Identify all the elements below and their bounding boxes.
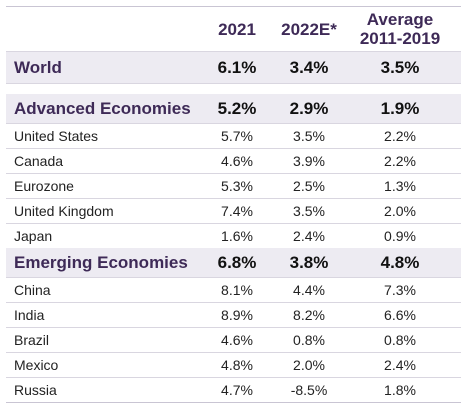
row-label: Emerging Economies bbox=[14, 252, 188, 272]
value-average: 2.4% bbox=[384, 357, 416, 373]
value-2021: 4.6% bbox=[221, 153, 253, 169]
row-label: India bbox=[14, 307, 45, 323]
value-2022e: 0.8% bbox=[293, 332, 325, 348]
value-2021: 4.8% bbox=[221, 357, 253, 373]
table-row: India 8.9% 8.2% 6.6% bbox=[6, 302, 461, 327]
value-2021: 5.2% bbox=[217, 98, 257, 118]
value-2022e: 4.4% bbox=[293, 282, 325, 298]
value-2021: 5.7% bbox=[221, 128, 253, 144]
value-average: 1.8% bbox=[384, 382, 416, 398]
value-2022e: 2.5% bbox=[293, 178, 325, 194]
header-average-line1: Average bbox=[366, 10, 434, 29]
row-label: World bbox=[14, 57, 62, 77]
value-average: 7.3% bbox=[384, 282, 416, 298]
table-row: Canada 4.6% 3.9% 2.2% bbox=[6, 148, 461, 173]
value-average: 2.2% bbox=[384, 153, 416, 169]
header-2021: 2021 bbox=[218, 20, 256, 39]
value-average: 3.5% bbox=[380, 57, 420, 77]
value-2021: 1.6% bbox=[221, 228, 253, 244]
value-2022e: 3.5% bbox=[293, 128, 325, 144]
advanced-economies-row: Advanced Economies 5.2% 2.9% 1.9% bbox=[6, 94, 461, 123]
value-average: 0.8% bbox=[384, 332, 416, 348]
table-row: Russia 4.7% -8.5% 1.8% bbox=[6, 377, 461, 403]
table-row: Japan 1.6% 2.4% 0.9% bbox=[6, 223, 461, 248]
table-row: United Kingdom 7.4% 3.5% 2.0% bbox=[6, 198, 461, 223]
value-2022e: 3.4% bbox=[289, 57, 329, 77]
row-label: Eurozone bbox=[14, 178, 74, 194]
table-row: Brazil 4.6% 0.8% 0.8% bbox=[6, 327, 461, 352]
row-label: Russia bbox=[14, 382, 57, 398]
value-2021: 8.1% bbox=[221, 282, 253, 298]
value-2021: 6.8% bbox=[217, 252, 257, 272]
header-2022e: 2022E* bbox=[281, 20, 337, 39]
row-label: China bbox=[14, 282, 51, 298]
value-2022e: 3.9% bbox=[293, 153, 325, 169]
table-row: China 8.1% 4.4% 7.3% bbox=[6, 277, 461, 302]
row-label: United States bbox=[14, 128, 99, 144]
value-2022e: 2.9% bbox=[289, 98, 329, 118]
value-average: 0.9% bbox=[384, 228, 416, 244]
value-2021: 4.6% bbox=[221, 332, 253, 348]
row-label: Mexico bbox=[14, 357, 59, 373]
emerging-economies-row: Emerging Economies 6.8% 3.8% 4.8% bbox=[6, 248, 461, 277]
value-2021: 4.7% bbox=[221, 382, 253, 398]
row-label: Advanced Economies bbox=[14, 98, 191, 118]
value-average: 2.2% bbox=[384, 128, 416, 144]
value-2022e: -8.5% bbox=[290, 382, 328, 398]
world-row: World 6.1% 3.4% 3.5% bbox=[6, 51, 461, 83]
header-average-line2: 2011-2019 bbox=[359, 29, 441, 48]
table-row: United States 5.7% 3.5% 2.2% bbox=[6, 123, 461, 148]
value-2022e: 3.5% bbox=[293, 203, 325, 219]
value-average: 4.8% bbox=[380, 252, 420, 272]
row-label: Brazil bbox=[14, 332, 50, 348]
value-average: 1.9% bbox=[380, 98, 420, 118]
value-average: 6.6% bbox=[384, 307, 416, 323]
value-average: 1.3% bbox=[384, 178, 416, 194]
value-2022e: 3.8% bbox=[289, 252, 329, 272]
value-2022e: 2.0% bbox=[293, 357, 325, 373]
table-row: Eurozone 5.3% 2.5% 1.3% bbox=[6, 173, 461, 198]
value-2021: 5.3% bbox=[221, 178, 253, 194]
table-row: Mexico 4.8% 2.0% 2.4% bbox=[6, 352, 461, 377]
value-2021: 6.1% bbox=[217, 57, 257, 77]
row-label: Canada bbox=[14, 153, 64, 169]
growth-table: 2021 2022E* Average 2011-2019 World 6.1%… bbox=[6, 6, 461, 403]
value-2022e: 2.4% bbox=[293, 228, 325, 244]
value-2021: 7.4% bbox=[221, 203, 253, 219]
row-label: Japan bbox=[14, 228, 53, 244]
value-2022e: 8.2% bbox=[293, 307, 325, 323]
value-average: 2.0% bbox=[384, 203, 416, 219]
row-label: United Kingdom bbox=[14, 203, 114, 219]
row-spacer bbox=[6, 83, 461, 94]
value-2021: 8.9% bbox=[221, 307, 253, 323]
table-header: 2021 2022E* Average 2011-2019 bbox=[6, 6, 461, 51]
